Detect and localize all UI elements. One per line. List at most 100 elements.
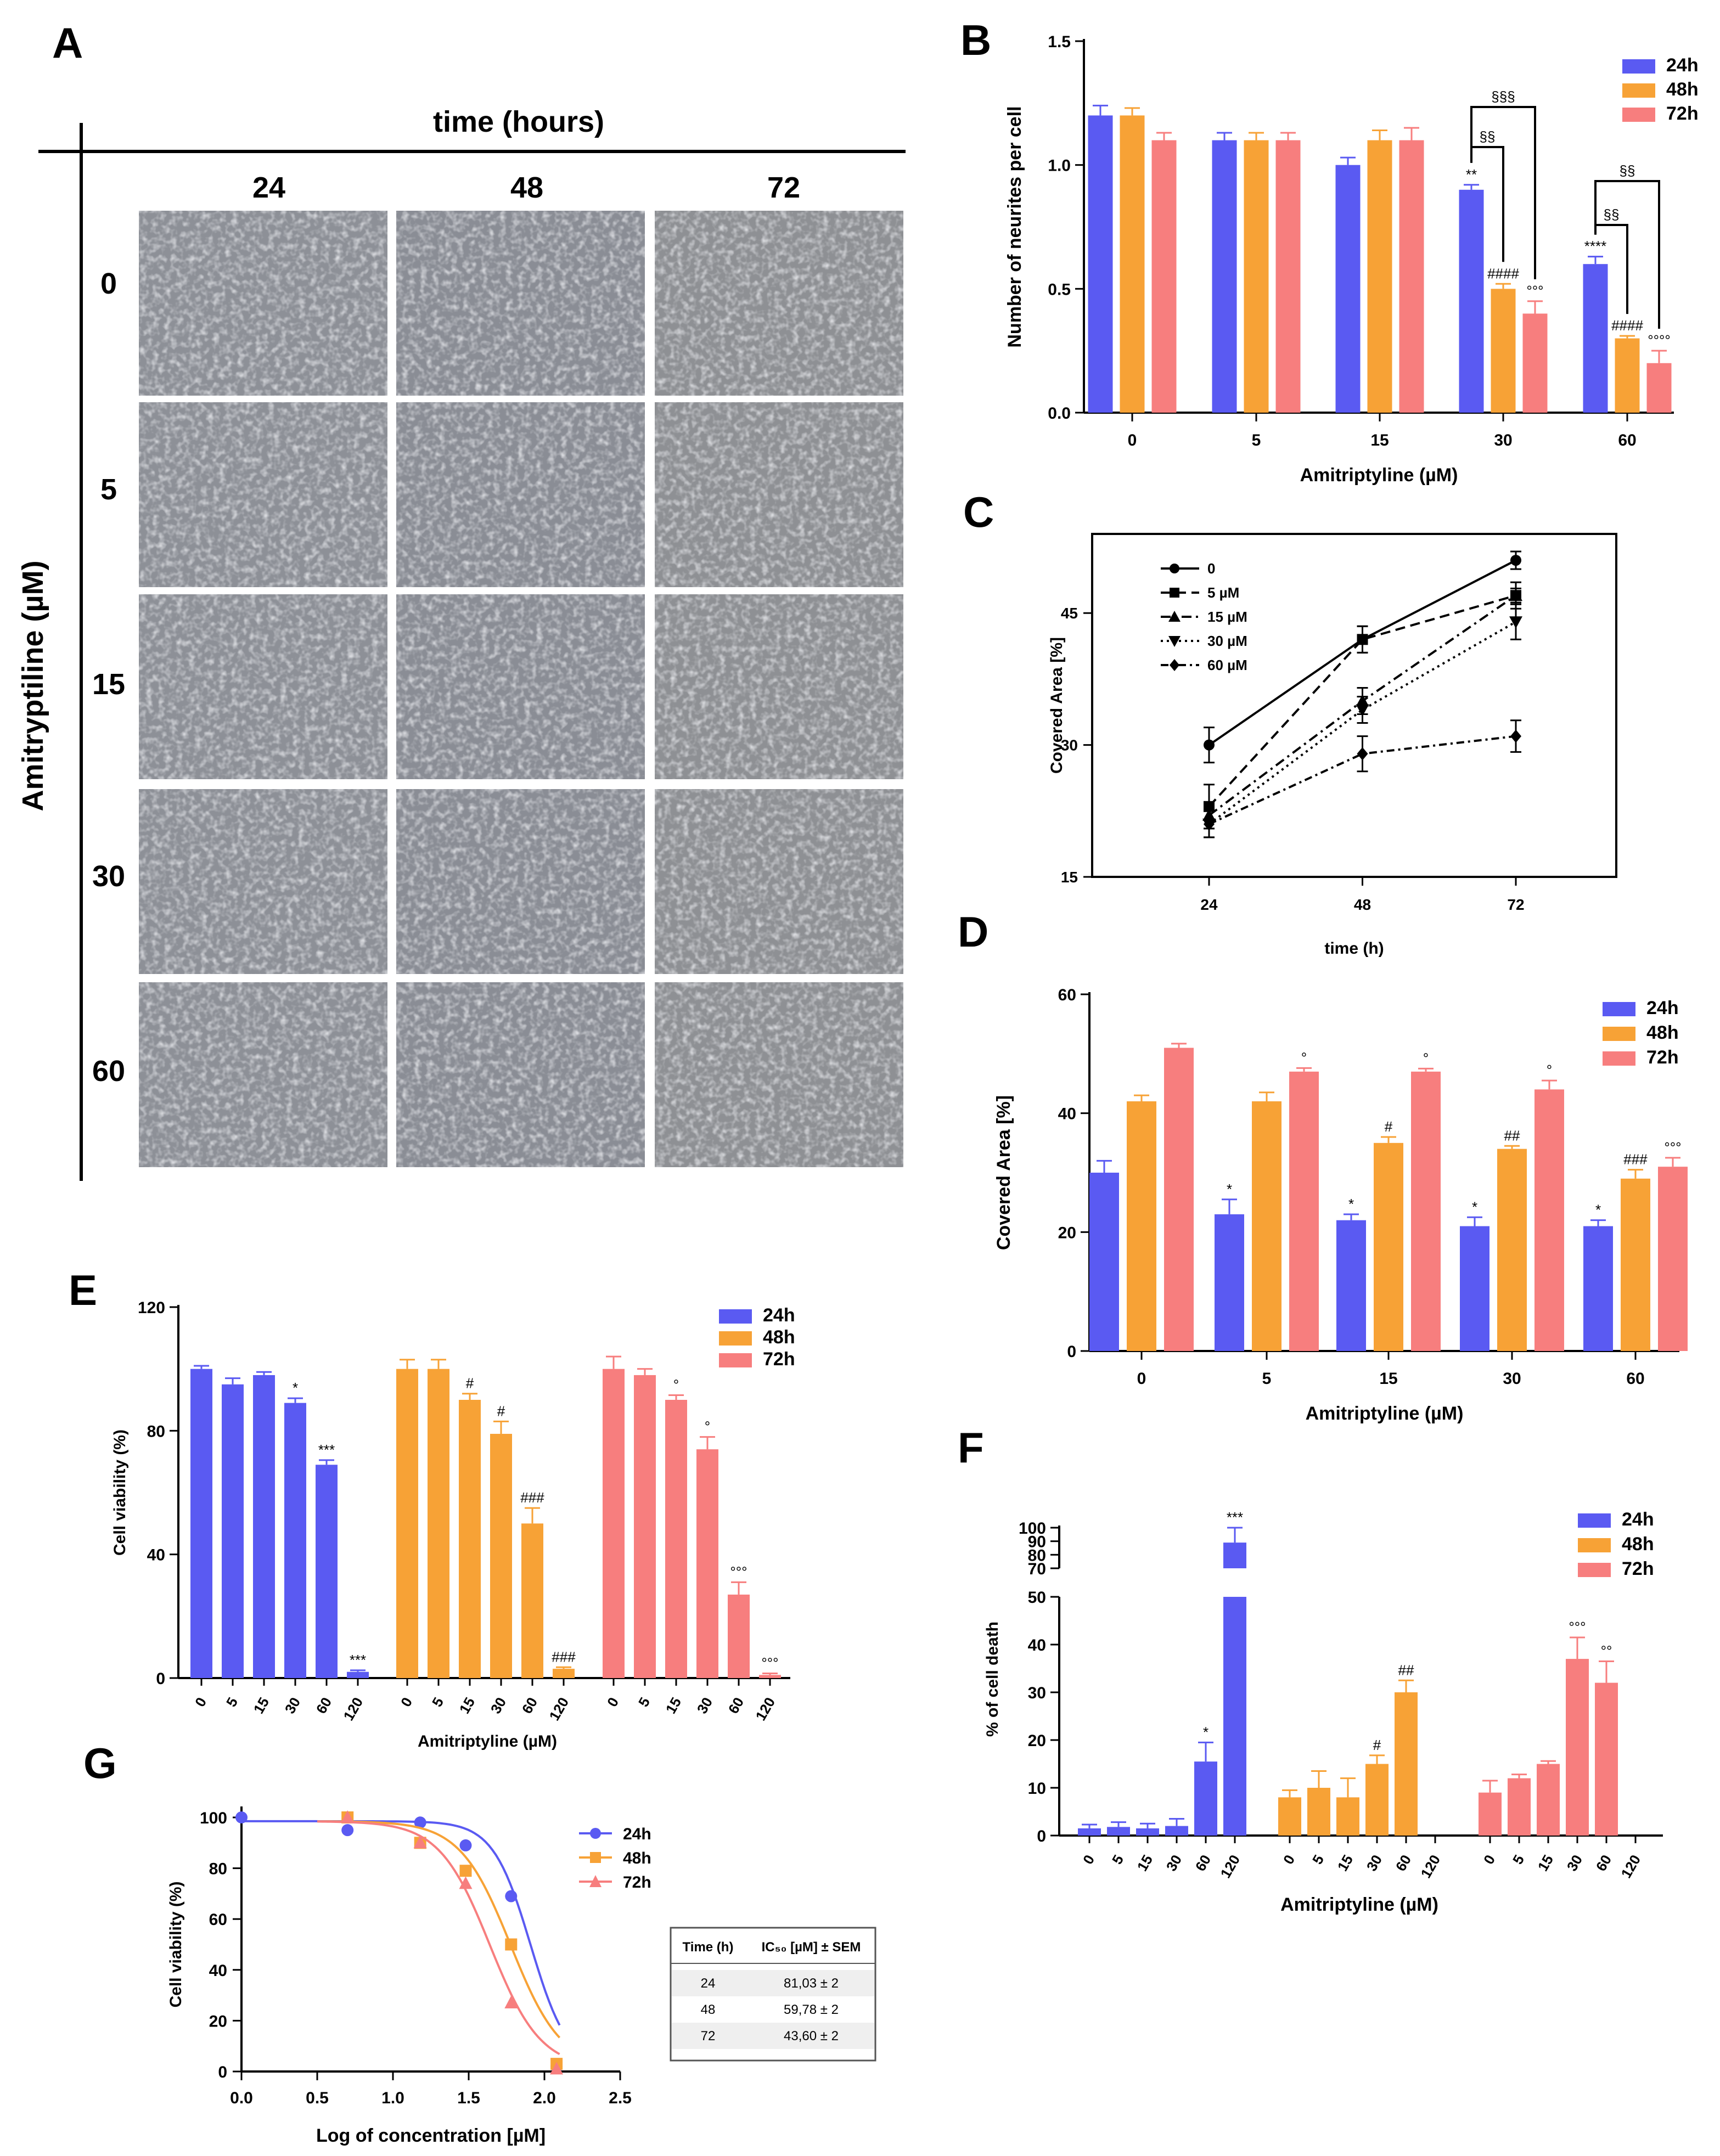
legend-marker-15 µM: [1168, 611, 1181, 622]
significance-48h-30: #: [1373, 1737, 1381, 1753]
data-point-0-72h: [1510, 555, 1521, 566]
significance-24h-120: ***: [350, 1652, 366, 1668]
y-axis-tick-label: 60: [1058, 986, 1076, 1004]
x-tick-label-60: 60: [1392, 1852, 1414, 1874]
bar-72h-60: [1595, 1682, 1618, 1836]
panel-b-neurites-chart: B 0.0 0.5 1.0 1.5 Number of neurites per cell…: [960, 16, 1699, 486]
ic50-table-row-shade: [672, 1970, 874, 1996]
panel-c-letter: C: [963, 488, 994, 536]
significance-24h-30: *: [293, 1380, 298, 1396]
y-axis-tick-label: 40: [1058, 1105, 1076, 1123]
bar-24h-30: [1460, 1226, 1489, 1351]
x-tick-label-60: 60: [725, 1695, 747, 1716]
x-tick-label-60: 60: [1593, 1852, 1615, 1874]
x-tick-label-120: 120: [546, 1695, 572, 1724]
ic50-table-cell-value-48: 59,78 ± 2: [784, 2002, 839, 2017]
x-tick-label-30: 30: [694, 1695, 716, 1716]
x-tick-label-72: 72: [1507, 896, 1524, 913]
bar-48h-30: [1365, 1764, 1389, 1836]
x-tick-label-1.0: 1.0: [381, 2089, 404, 2107]
legend-marker-24h: [590, 1828, 601, 1839]
x-tick-label-30: 30: [1363, 1852, 1385, 1874]
x-tick-label-0: 0: [397, 1695, 415, 1710]
bar-24h-60: [316, 1465, 338, 1678]
y-axis-tick-label: 80: [147, 1422, 165, 1440]
panel-d-covered-area-bar-chart: D 0 20 40 60 Covered Area [%] Amitriptyline (µ…: [958, 908, 1688, 1424]
legend-label-24h: 24h: [1666, 55, 1699, 76]
bar-72h-30: [1522, 313, 1548, 413]
bar-72h-0: [603, 1369, 625, 1678]
y-axis-tick-label: 0: [1067, 1343, 1076, 1361]
micrograph-cell-texture: [139, 982, 387, 1167]
column-label-72: 72: [767, 171, 800, 204]
row-label-0: 0: [100, 267, 117, 300]
bracket-label: §§: [1480, 128, 1496, 145]
significance-48h-30: #: [497, 1403, 505, 1419]
fit-curve-72h: [317, 1820, 560, 2056]
y-tick-label-40: 40: [209, 1962, 227, 1980]
micrograph-cell-texture: [139, 594, 387, 779]
bar-24h-5: [1107, 1827, 1130, 1836]
x-axis-title: Amitriptyline (µM): [1300, 465, 1458, 486]
bar-48h-5: [1307, 1788, 1330, 1836]
significance-72h-60: °°°: [730, 1563, 747, 1580]
y-tick-label-30: 30: [1061, 737, 1078, 754]
data-point-5 µM-48h: [1357, 634, 1368, 645]
x-tick-label-5: 5: [223, 1695, 241, 1710]
row-label-60: 60: [92, 1055, 125, 1088]
significance-48h-60: ##: [1398, 1662, 1414, 1678]
micrograph-grid: 24 48 72 0 5 15 30 60: [92, 171, 903, 1167]
series-line-60 µM: [1209, 735, 1516, 825]
bar-48h-30: [490, 1433, 512, 1678]
y-axis-title: Cell viability (%): [111, 1429, 129, 1556]
bar-72h-0: [1479, 1792, 1502, 1836]
legend-label-30 µM: 30 µM: [1207, 633, 1247, 649]
bar-24h-5: [1215, 1214, 1244, 1351]
y-tick-label-0: 0: [218, 2063, 227, 2081]
x-tick-label-15: 15: [1370, 431, 1389, 449]
fit-curve-24h: [241, 1820, 561, 2026]
series-line-30 µM: [1208, 621, 1516, 825]
micrograph-cell-texture: [139, 402, 387, 587]
bar-72h-30: [1534, 1089, 1564, 1351]
bar-24h-120-upper: [1223, 1543, 1246, 1568]
comparison-bracket: [1594, 180, 1660, 329]
x-tick-label-30: 30: [1163, 1852, 1185, 1874]
legend-label-72h: 72h: [1622, 1558, 1654, 1579]
data-point-0-24h: [1204, 739, 1215, 751]
bar-72h-60: [728, 1594, 750, 1678]
legend-label-48h: 48h: [763, 1327, 795, 1348]
bar-72h-0: [1164, 1048, 1194, 1351]
bar-24h-15: [1335, 165, 1361, 413]
bar-48h-0: [396, 1369, 418, 1678]
legend-swatch-24h: [1603, 1002, 1635, 1016]
significance-48h-15: #: [466, 1375, 474, 1392]
bar-72h-30: [696, 1449, 718, 1678]
ic50-table-cell-time-72: 72: [701, 2029, 716, 2044]
legend-marker-0: [1170, 564, 1179, 573]
data-point-48h-2: [459, 1865, 472, 1877]
micrograph-cell-texture: [396, 594, 645, 779]
panel-f-letter: F: [958, 1423, 984, 1472]
data-point-24h-3: [459, 1839, 472, 1851]
y-axis-upper-tick-label: 90: [1028, 1533, 1046, 1551]
legend-marker-72h: [589, 1875, 602, 1887]
significance-24h-30: *: [1472, 1198, 1477, 1215]
time-hours-title: time (hours): [433, 105, 604, 138]
data-point-30 µM-48h: [1356, 704, 1369, 717]
legend-swatch-72h: [1603, 1051, 1635, 1066]
x-tick-label-2.0: 2.0: [533, 2089, 556, 2107]
significance-72h-30: °: [1547, 1062, 1552, 1078]
x-tick-label-0: 0: [192, 1695, 210, 1710]
micrograph-cell-texture: [655, 789, 903, 974]
y-axis-upper-tick-label: 70: [1028, 1560, 1046, 1578]
x-tick-label-0: 0: [1080, 1852, 1098, 1867]
y-axis-upper-tick-label: 80: [1028, 1546, 1046, 1564]
plot-frame: [1091, 533, 1617, 878]
panel-g-dose-response-chart: G 0 20 40 60 80 100 0.0 0.5 1.0 1.5 2.0 2.5 Log of co…: [83, 1739, 876, 2146]
significance-24h-60: ***: [318, 1442, 335, 1458]
legend-marker-48h: [590, 1852, 601, 1863]
bar-24h-0: [1078, 1828, 1101, 1836]
legend-label-48h: 48h: [1646, 1022, 1679, 1043]
